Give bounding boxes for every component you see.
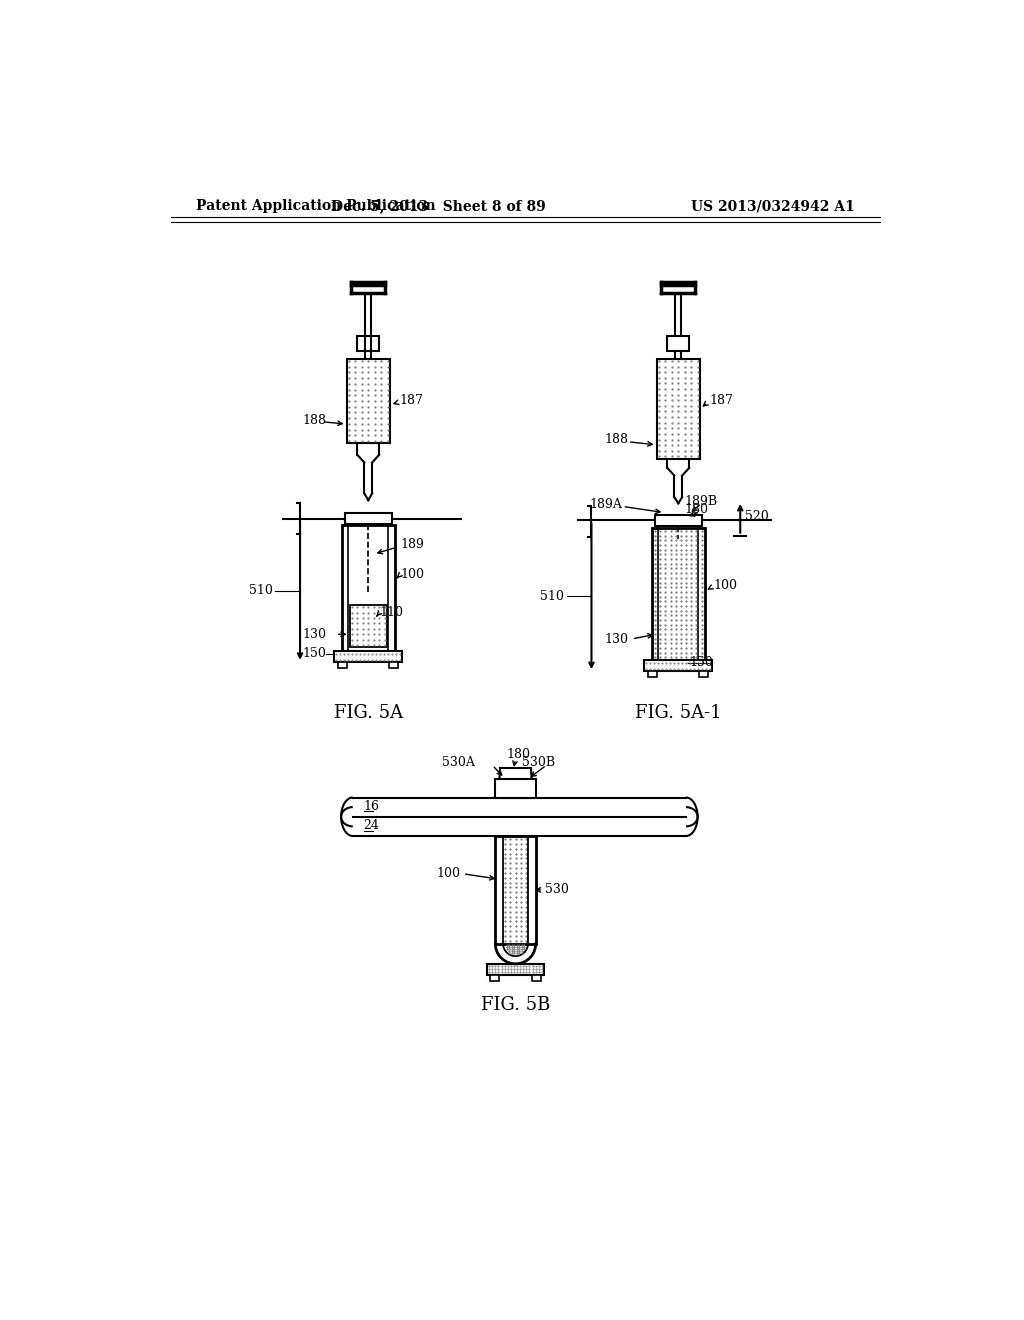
Bar [656,359,700,459]
Text: 150: 150 [690,656,714,669]
Text: 150: 150 [302,647,327,660]
Text: FIG. 5A: FIG. 5A [334,704,402,722]
Text: 100: 100 [436,867,461,880]
Bar [668,335,689,351]
Bar [699,672,709,677]
Text: 510: 510 [541,590,564,603]
Text: 16: 16 [364,800,380,813]
Text: 180: 180 [507,748,530,760]
Text: 189A: 189A [589,499,622,511]
Bar [655,515,701,525]
Text: 110: 110 [380,606,403,619]
Bar [486,964,544,974]
Bar [531,974,541,981]
Text: 520: 520 [744,510,769,523]
Text: 530B: 530B [521,756,555,770]
Bar [334,651,402,663]
Text: 530: 530 [545,883,568,896]
Text: Dec. 5, 2013   Sheet 8 of 89: Dec. 5, 2013 Sheet 8 of 89 [331,199,546,213]
Text: 100: 100 [400,568,425,581]
Bar [496,836,536,944]
Bar [496,779,536,797]
Bar [338,663,347,668]
Text: US 2013/0324942 A1: US 2013/0324942 A1 [691,199,855,213]
Text: 187: 187 [710,395,733,408]
Bar [342,525,394,651]
Bar [357,335,379,351]
Text: Patent Application Publication: Patent Application Publication [197,199,436,213]
Text: 530A: 530A [442,756,475,770]
Text: 180: 180 [684,503,709,516]
Bar [349,605,387,647]
Bar [389,663,398,668]
Text: 100: 100 [713,579,737,593]
Bar [489,974,500,981]
Text: 188: 188 [604,433,629,446]
Text: 188: 188 [302,413,327,426]
Bar [644,660,713,671]
Bar [345,513,391,524]
Text: 130: 130 [604,634,629,647]
Text: 187: 187 [399,395,423,408]
Text: 189: 189 [400,539,425,552]
Bar [346,359,390,444]
Text: 510: 510 [249,585,273,597]
Text: FIG. 5A-1: FIG. 5A-1 [635,704,722,722]
Text: 24: 24 [364,820,380,833]
Text: 130: 130 [302,628,327,640]
Bar [652,528,705,660]
Text: FIG. 5B: FIG. 5B [481,997,550,1014]
Bar [648,672,657,677]
Text: 189B: 189B [684,495,718,508]
